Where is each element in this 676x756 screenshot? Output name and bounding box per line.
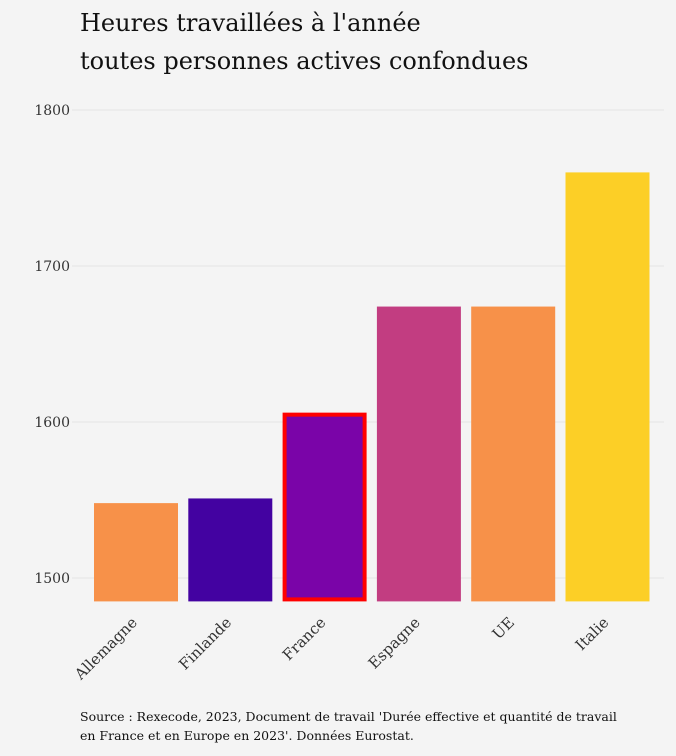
bar-ue [471, 306, 556, 602]
x-tick-label: Espagne [365, 613, 424, 672]
x-axis-ticks: Allemagne Finlande France Espagne UE Italie [70, 613, 612, 684]
bar-france [282, 412, 367, 602]
y-tick-label: 1500 [34, 571, 70, 587]
x-tick-label: UE [489, 614, 518, 643]
x-tick-label: Allemagne [70, 613, 141, 684]
chart-title-line-1: Heures travaillées à l'année [80, 9, 421, 37]
chart-title-line-2: toutes personnes actives confondues [80, 47, 529, 75]
chart-title: Heures travaillées à l'année toutes pers… [80, 4, 528, 80]
bar-finlande [188, 498, 273, 602]
source-caption: Source : Rexecode, 2023, Document de tra… [80, 707, 640, 745]
x-tick-label: Italie [572, 613, 613, 654]
bar-chart: 1500 1600 1700 1800 Allemagne Finlande France… [34, 103, 664, 684]
bar-italie [565, 172, 650, 602]
bar-espagne [376, 306, 461, 602]
y-tick-label: 1700 [34, 259, 70, 275]
y-tick-label: 1600 [34, 415, 70, 431]
bar-allemagne [94, 503, 178, 602]
source-caption-line-2: en France et en Europe en 2023'. Données… [80, 728, 414, 743]
y-tick-label: 1800 [34, 103, 70, 119]
x-tick-label: Finlande [175, 613, 235, 673]
source-caption-line-1: Source : Rexecode, 2023, Document de tra… [80, 709, 617, 724]
x-tick-label: France [279, 613, 330, 664]
bars [94, 172, 650, 602]
y-axis-ticks: 1500 1600 1700 1800 [34, 103, 70, 587]
